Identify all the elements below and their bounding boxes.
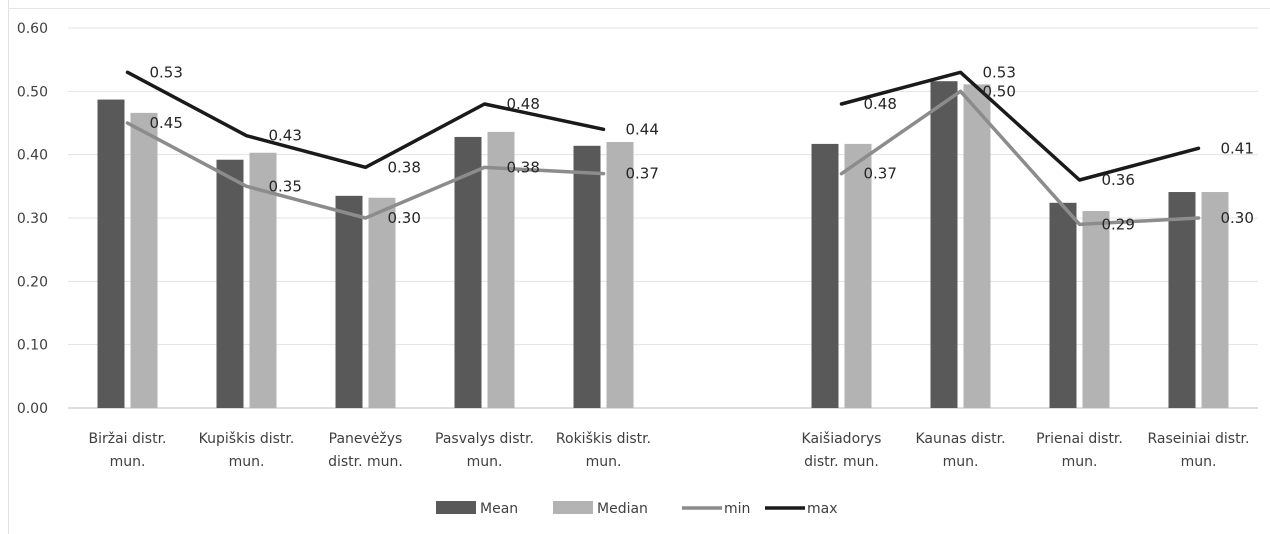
y-tick-label: 0.50 <box>17 84 48 100</box>
bar-mean <box>454 136 482 408</box>
data-label-max: 0.38 <box>388 158 421 176</box>
data-labels: 0.45 0.35 0.30 0.38 0.37 0.53 0.43 0.38 0.48 0.44… <box>150 63 1254 233</box>
data-label-min: 0.37 <box>626 165 659 183</box>
bar-median <box>844 143 872 408</box>
category-label: distr. mun. <box>804 454 879 470</box>
frame-border-left <box>8 0 9 534</box>
y-tick-label: 0.60 <box>17 21 48 37</box>
legend-label: Mean <box>480 501 518 517</box>
bar-mean <box>1168 192 1196 408</box>
category-label: mun. <box>943 454 979 470</box>
legend-swatch-median <box>553 501 593 514</box>
y-tick-label: 0.40 <box>17 148 48 164</box>
data-label-max: 0.48 <box>507 95 540 113</box>
frame-border-top <box>8 8 1270 9</box>
data-label-min: 0.38 <box>507 158 540 176</box>
bar-mean <box>1049 202 1077 408</box>
bar-median <box>1082 211 1110 408</box>
category-label: Raseiniai distr. <box>1148 431 1250 447</box>
data-label-min: 0.45 <box>150 114 183 132</box>
category-label: mun. <box>467 454 503 470</box>
data-label-max: 0.53 <box>983 63 1016 81</box>
category-label: mun. <box>229 454 265 470</box>
category-label: distr. mun. <box>328 454 403 470</box>
bar-mean <box>573 145 601 409</box>
bar-mean <box>97 99 125 409</box>
y-axis: 0.00 0.10 0.20 0.30 0.40 0.50 0.60 <box>17 21 48 417</box>
bar-median <box>487 131 515 408</box>
line-max <box>839 70 1201 182</box>
bar-median <box>368 197 396 408</box>
bar-mean <box>930 81 958 408</box>
y-tick-label: 0.10 <box>17 338 48 354</box>
bar-mean <box>811 143 839 408</box>
data-label-max: 0.41 <box>1221 139 1254 157</box>
line-max <box>125 70 606 170</box>
bar-mean <box>216 159 244 408</box>
category-label: Biržai distr. <box>89 431 167 447</box>
legend-label: max <box>807 501 838 517</box>
category-label: Pasvalys distr. <box>435 431 534 447</box>
line-min <box>839 89 1201 227</box>
bar-series <box>97 81 1229 409</box>
category-label: Kaišiadorys <box>802 431 882 447</box>
bar-median <box>249 152 277 408</box>
bar-median <box>130 112 158 408</box>
y-tick-label: 0.30 <box>17 211 48 227</box>
bar-median <box>1201 192 1229 408</box>
line-min <box>125 121 606 220</box>
data-label-min: 0.35 <box>269 177 302 195</box>
category-label: Prienai distr. <box>1036 431 1123 447</box>
data-label-min: 0.30 <box>388 209 421 227</box>
data-label-max: 0.48 <box>864 95 897 113</box>
legend-swatch-mean <box>436 501 476 514</box>
category-label: mun. <box>1062 454 1098 470</box>
line-series <box>125 70 1201 227</box>
category-label: Kupiškis distr. <box>199 431 295 447</box>
legend-label: min <box>724 501 750 517</box>
bar-mean <box>335 195 363 408</box>
legend: Mean Median min max <box>436 501 838 517</box>
data-label-max: 0.44 <box>626 120 659 138</box>
gridlines <box>68 27 1258 409</box>
data-label-min: 0.50 <box>983 82 1016 100</box>
y-tick-label: 0.00 <box>17 401 48 417</box>
data-label-min: 0.30 <box>1221 209 1254 227</box>
x-axis: Biržai distr. mun. Kupiškis distr. mun. Pane… <box>89 431 1250 470</box>
category-label: Panevėžys <box>329 431 403 447</box>
category-label: Kaunas distr. <box>915 431 1005 447</box>
category-label: mun. <box>110 454 146 470</box>
bar-median <box>963 84 991 408</box>
data-label-min: 0.37 <box>864 165 897 183</box>
y-tick-label: 0.20 <box>17 274 48 290</box>
data-label-max: 0.53 <box>150 63 183 81</box>
category-label: mun. <box>1181 454 1217 470</box>
category-label: mun. <box>586 454 622 470</box>
bar-median <box>606 142 634 408</box>
data-label-max: 0.36 <box>1102 171 1135 189</box>
category-label: Rokiškis distr. <box>556 431 651 447</box>
legend-label: Median <box>597 501 648 517</box>
data-label-min: 0.29 <box>1102 215 1135 233</box>
data-label-max: 0.43 <box>269 127 302 145</box>
